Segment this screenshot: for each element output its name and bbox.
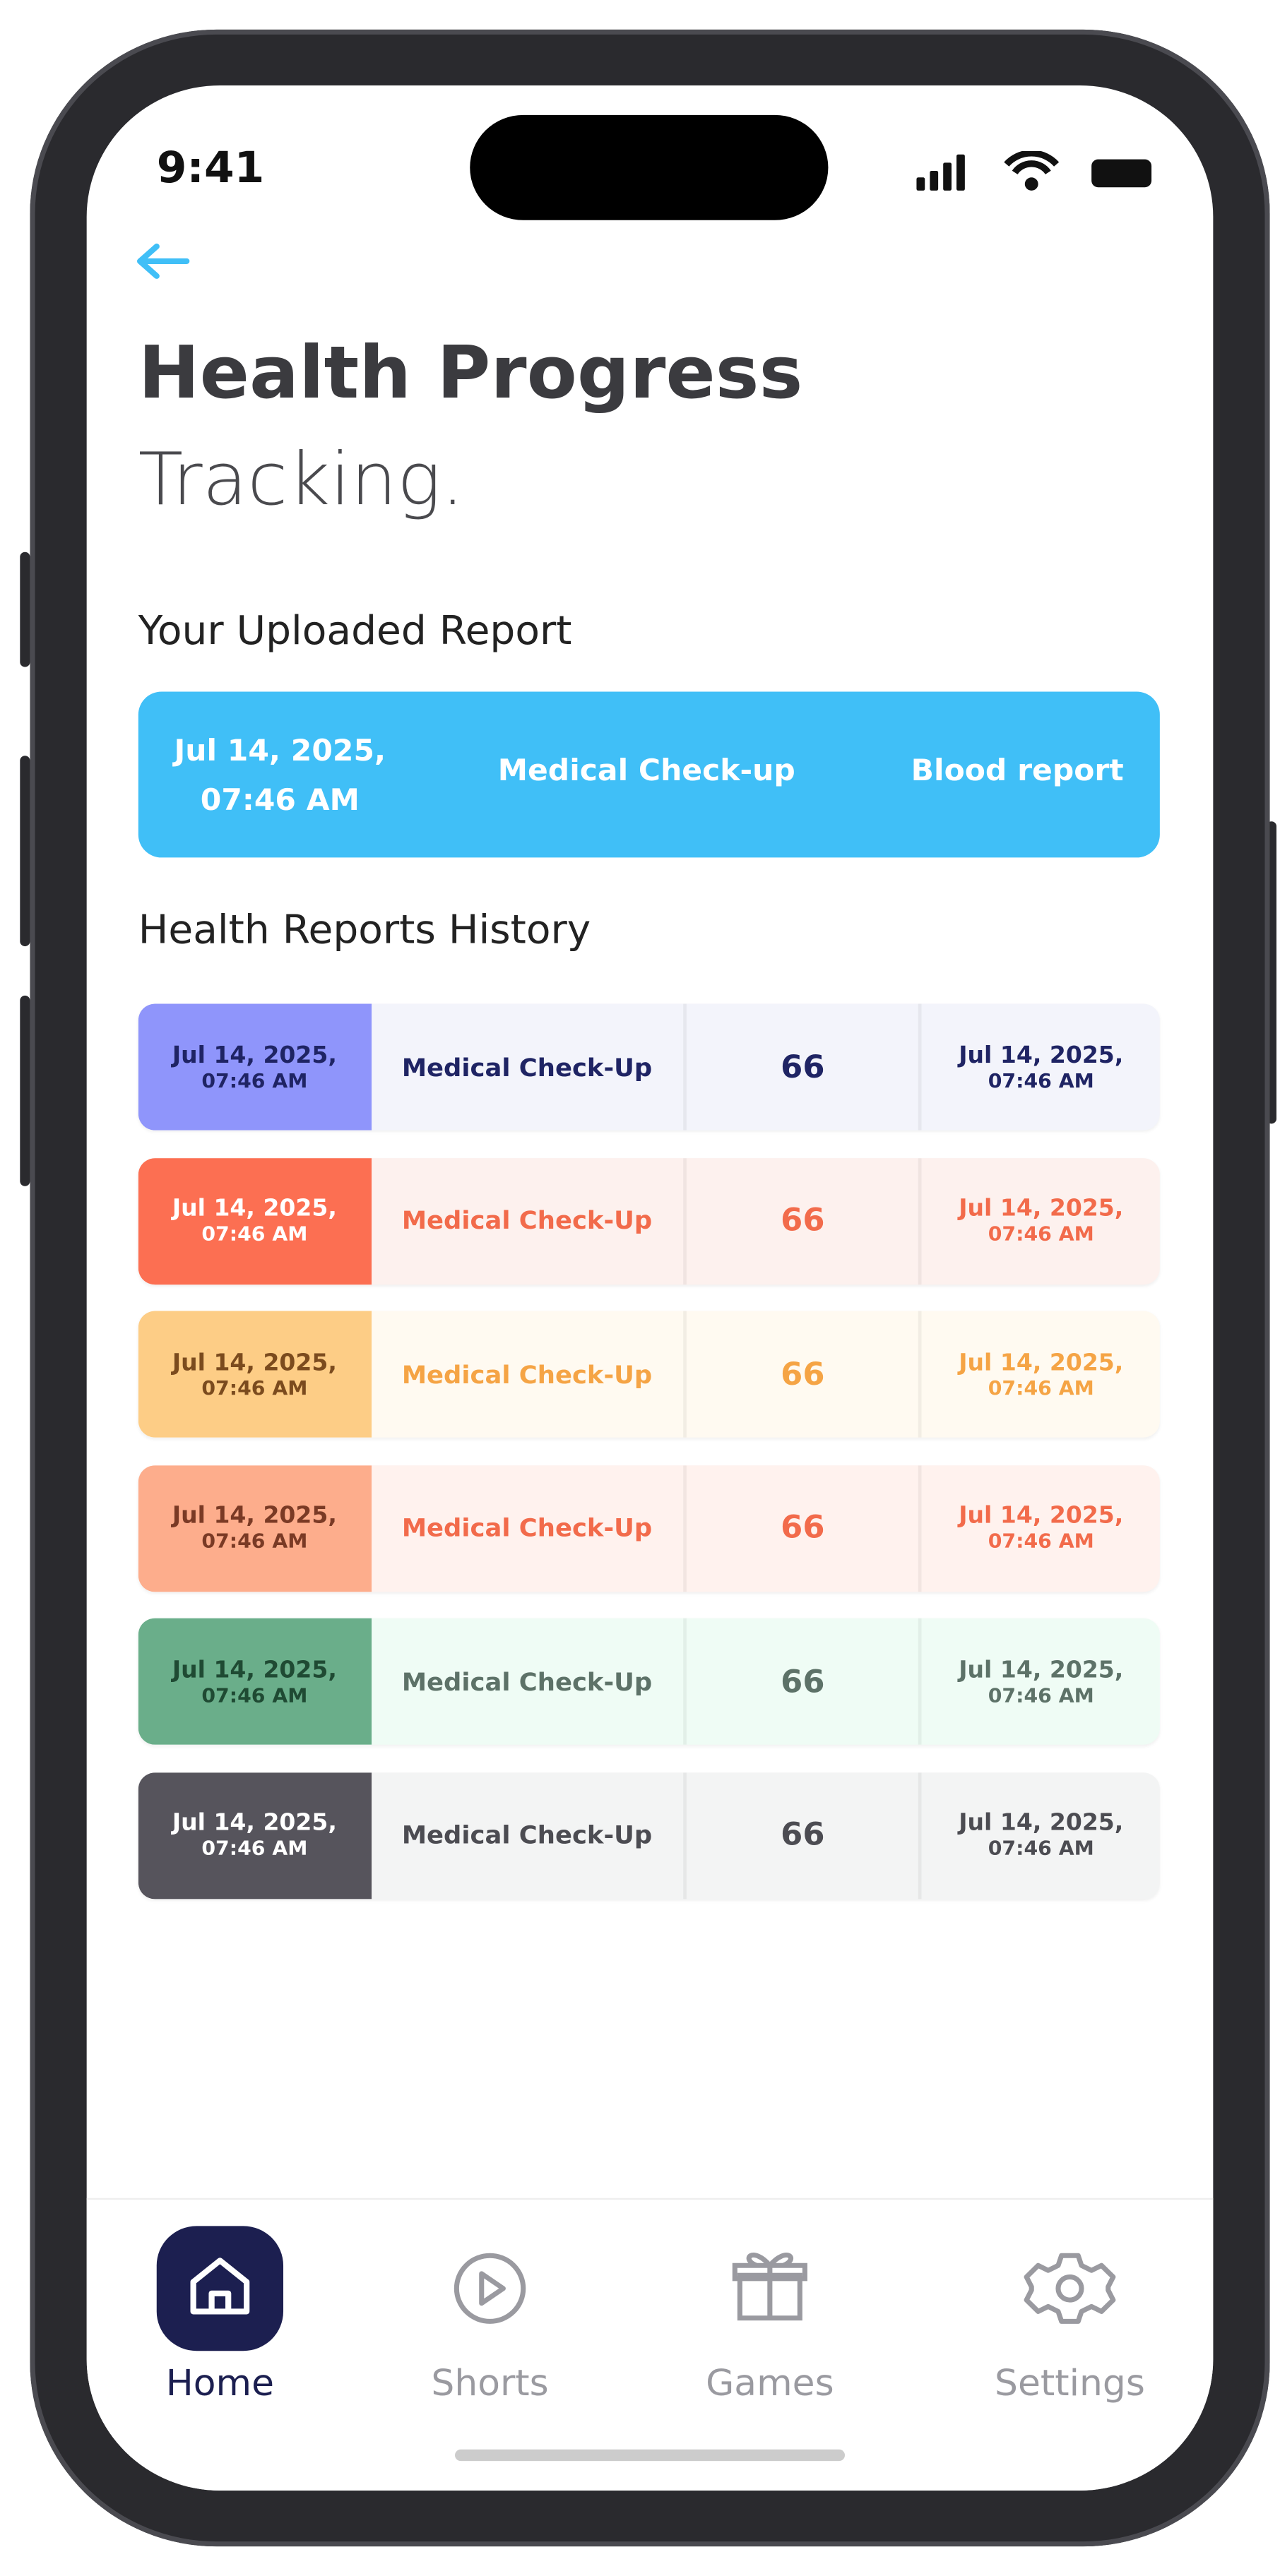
row-date: Jul 14, 2025, <box>959 1503 1124 1530</box>
row-date: Jul 14, 2025, <box>959 1349 1124 1376</box>
row-name: Medical Check-Up <box>371 1465 687 1592</box>
status-time: 9:41 <box>156 144 265 194</box>
row-date-cell: Jul 14, 2025, 07:46 AM <box>138 1311 371 1438</box>
uploaded-report[interactable]: Jul 14, 2025, 07:46 AM Medical Check-up B… <box>138 691 1160 858</box>
row-date-cell: Jul 14, 2025, 07:46 AM <box>138 1465 371 1592</box>
row-date-cell: Jul 14, 2025, 07:46 AM <box>923 1157 1160 1284</box>
home-indicator <box>455 2449 846 2462</box>
row-name: Medical Check-Up <box>371 1772 687 1899</box>
row-name: Medical Check-Up <box>371 1157 687 1284</box>
row-score: 66 <box>687 1772 923 1899</box>
row-time: 07:46 AM <box>988 1683 1094 1707</box>
report-kind: Blood report <box>911 753 1124 789</box>
row-date-cell: Jul 14, 2025, 07:46 AM <box>923 1772 1160 1898</box>
row-date: Jul 14, 2025, <box>959 1042 1124 1069</box>
row-date: Jul 14, 2025, <box>172 1349 337 1376</box>
report-date: Jul 14, 2025, <box>174 734 386 769</box>
row-time: 07:46 AM <box>988 1529 1094 1553</box>
nav-label[interactable]: Home <box>165 2363 275 2405</box>
row-date-cell: Jul 14, 2025, 07:46 AM <box>138 1772 371 1899</box>
row-score: 66 <box>687 1618 923 1745</box>
row-score: 66 <box>687 1157 923 1284</box>
report-type: Medical Check-up <box>497 753 795 789</box>
history-row[interactable]: Jul 14, 2025, 07:46 AM Medical Check-Up 66 J… <box>138 1157 1160 1284</box>
row-score: 66 <box>687 1311 923 1438</box>
row-date-cell: Jul 14, 2025, 07:46 AM <box>923 1465 1160 1591</box>
back-button[interactable] <box>134 237 200 286</box>
row-name: Medical Check-Up <box>371 1618 687 1745</box>
row-date-cell: Jul 14, 2025, 07:46 AM <box>923 1311 1160 1438</box>
screen: 9:41 Health Progress Tracking. Your Uplo… <box>86 85 1214 2491</box>
row-time: 07:46 AM <box>201 1222 308 1246</box>
side-button <box>20 995 30 1186</box>
row-date: Jul 14, 2025, <box>959 1810 1124 1837</box>
row-date-cell: Jul 14, 2025, 07:46 AM <box>138 1003 371 1131</box>
nav-icons <box>156 2226 1116 2351</box>
report-time: 07:46 AM <box>200 783 360 818</box>
row-score: 66 <box>687 1465 923 1592</box>
section-heading: Your Uploaded Report <box>138 607 572 654</box>
row-time: 07:46 AM <box>988 1222 1094 1246</box>
row-date-cell: Jul 14, 2025, 07:46 AM <box>138 1618 371 1745</box>
row-date: Jul 14, 2025, <box>172 1503 337 1530</box>
history-row[interactable]: Jul 14, 2025, 07:46 AM Medical Check-Up 66 J… <box>138 1772 1160 1899</box>
row-time: 07:46 AM <box>201 1376 308 1400</box>
row-date: Jul 14, 2025, <box>172 1657 337 1683</box>
side-button <box>20 551 30 667</box>
row-date: Jul 14, 2025, <box>172 1195 337 1222</box>
side-button <box>20 756 30 947</box>
nav-label[interactable]: Shorts <box>431 2363 549 2405</box>
row-time: 07:46 AM <box>988 1376 1094 1400</box>
history-row[interactable]: Jul 14, 2025, 07:46 AM Medical Check-Up 66 J… <box>138 1465 1160 1592</box>
page-title: Health Progress <box>138 331 803 416</box>
row-time: 07:46 AM <box>201 1529 308 1553</box>
row-date: Jul 14, 2025, <box>959 1657 1124 1683</box>
row-date-cell: Jul 14, 2025, 07:46 AM <box>923 1003 1160 1130</box>
row-score: 66 <box>687 1003 923 1131</box>
bottom-nav: Home Shorts Games Settings <box>86 2198 1214 2491</box>
row-date: Jul 14, 2025, <box>172 1810 337 1837</box>
row-name: Medical Check-Up <box>371 1003 687 1131</box>
nav-label[interactable]: Settings <box>995 2363 1145 2405</box>
row-date-cell: Jul 14, 2025, 07:46 AM <box>138 1157 371 1284</box>
row-date-cell: Jul 14, 2025, 07:46 AM <box>923 1618 1160 1745</box>
status-icons <box>916 151 1152 191</box>
history-row[interactable]: Jul 14, 2025, 07:46 AM Medical Check-Up 66 J… <box>138 1003 1160 1131</box>
row-time: 07:46 AM <box>988 1837 1094 1860</box>
row-time: 07:46 AM <box>201 1683 308 1707</box>
row-time: 07:46 AM <box>988 1068 1094 1092</box>
dynamic-island <box>470 114 829 220</box>
row-time: 07:46 AM <box>201 1837 308 1860</box>
page-subtitle: Tracking. <box>138 439 465 523</box>
nav-label[interactable]: Games <box>706 2363 834 2405</box>
row-name: Medical Check-Up <box>371 1311 687 1438</box>
row-time: 07:46 AM <box>201 1068 308 1092</box>
history-row[interactable]: Jul 14, 2025, 07:46 AM Medical Check-Up 66 J… <box>138 1311 1160 1438</box>
history-row[interactable]: Jul 14, 2025, 07:46 AM Medical Check-Up 66 J… <box>138 1618 1160 1745</box>
section-heading: Health Reports History <box>138 907 591 953</box>
row-date: Jul 14, 2025, <box>172 1042 337 1069</box>
row-date: Jul 14, 2025, <box>959 1195 1124 1222</box>
